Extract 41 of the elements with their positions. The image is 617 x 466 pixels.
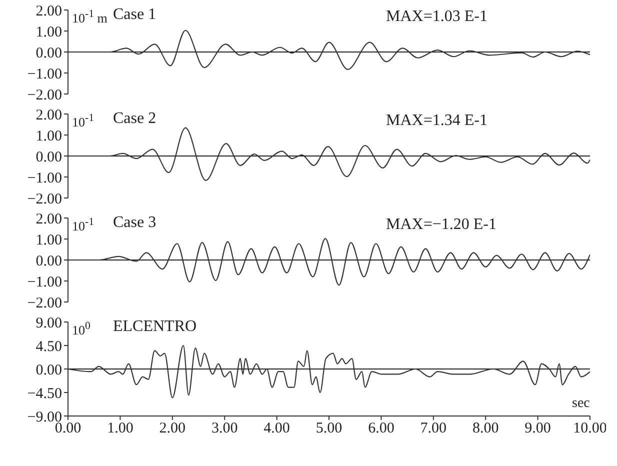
x-tick-label: 6.00 (368, 420, 394, 437)
y-tick-label: −2.00 (27, 191, 62, 208)
x-tick-label: 9.00 (524, 420, 551, 437)
x-tick-label: 7.00 (420, 420, 447, 437)
annotation: Case 1 (113, 6, 156, 24)
y-tick-label: 0.00 (36, 45, 62, 62)
y-axis-title: 10$^{-1}$ (72, 216, 96, 234)
x-axis-title: sec (572, 396, 590, 412)
y-tick-label: 2.00 (36, 107, 62, 124)
y-axis-title: 10$^{-1}$ (72, 112, 96, 130)
y-tick-label: 2.00 (36, 211, 62, 228)
y-axis-title: 10$^{-1}$ m (72, 8, 108, 26)
x-tick-label: 8.00 (472, 420, 499, 437)
annotation: Case 2 (113, 110, 156, 128)
y-tick-label: 9.00 (36, 315, 62, 332)
y-tick-label: 1.00 (36, 128, 62, 144)
annotation: MAX=1.34 E-1 (386, 112, 488, 130)
y-tick-label: −1.00 (27, 274, 62, 290)
y-tick-label: 0.00 (36, 253, 62, 270)
y-tick-label: 0.00 (36, 362, 62, 378)
x-tick-label: 10.00 (573, 420, 607, 437)
x-tick-label: 2.00 (159, 420, 186, 437)
annotation: MAX=1.03 E-1 (386, 8, 488, 26)
y-tick-label: 0.00 (36, 149, 62, 166)
y-tick-label: −4.50 (27, 386, 62, 402)
y-tick-label: −1.00 (27, 170, 62, 186)
x-tick-label: 1.00 (107, 420, 134, 437)
x-tick-label: 3.00 (211, 420, 238, 437)
y-axis-title: 10$^{0}$ (72, 320, 92, 338)
y-tick-label: 1.00 (36, 24, 62, 40)
annotation: MAX=−1.20 E-1 (386, 216, 496, 234)
annotation: ELCENTRO (113, 318, 197, 336)
y-tick-label: 4.50 (36, 338, 62, 355)
y-tick-label: −2.00 (27, 87, 62, 104)
y-tick-label: 1.00 (36, 232, 62, 248)
x-tick-label: 5.00 (316, 420, 342, 437)
y-tick-label: −1.00 (27, 66, 62, 82)
x-tick-label: 4.00 (264, 420, 290, 437)
annotation: Case 3 (113, 214, 156, 232)
y-tick-label: 2.00 (36, 3, 62, 20)
y-tick-label: −2.00 (27, 295, 62, 312)
